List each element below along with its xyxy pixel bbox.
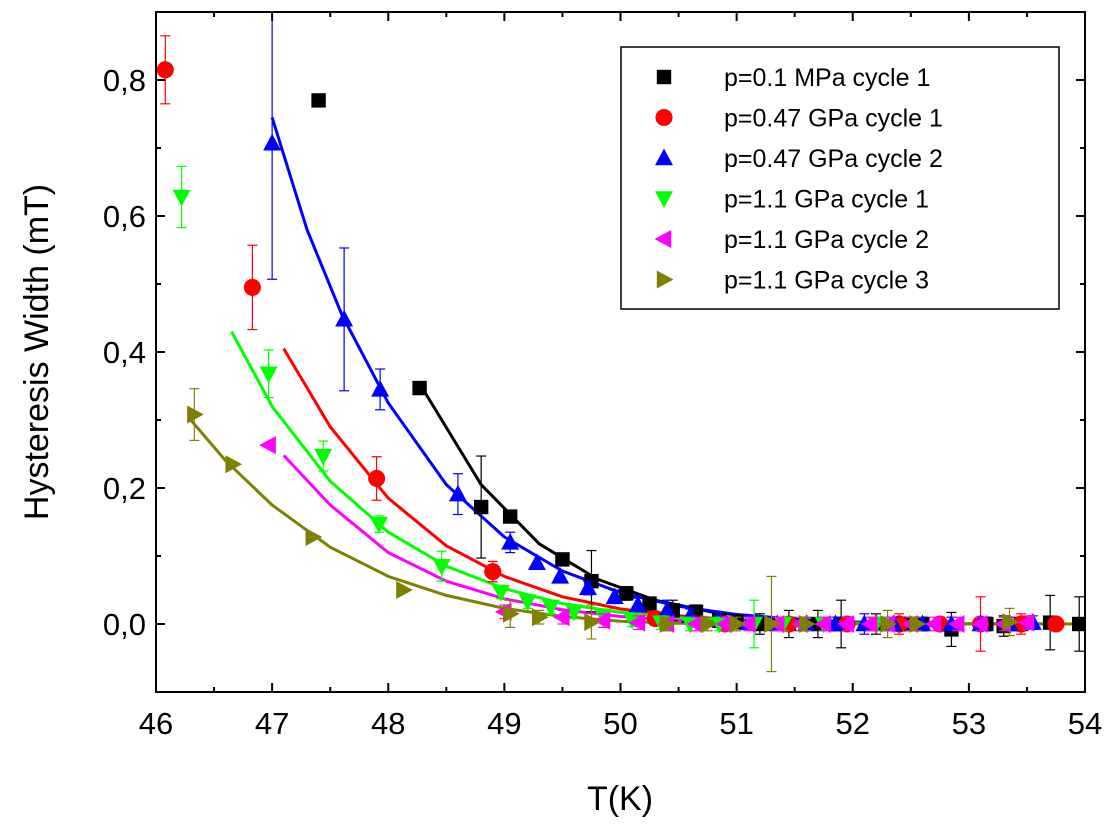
data-point xyxy=(593,611,611,630)
data-point xyxy=(473,499,489,515)
data-point xyxy=(412,380,427,396)
legend-marker xyxy=(655,191,673,208)
data-point xyxy=(628,613,646,632)
data-point xyxy=(1002,612,1019,631)
legend-marker xyxy=(656,270,674,289)
x-tick-label: 52 xyxy=(836,706,870,741)
data-point xyxy=(502,604,520,623)
data-point xyxy=(551,566,570,584)
y-axis-title: Hysteresis Width (mT) xyxy=(18,184,56,520)
data-point xyxy=(584,612,601,631)
series-4 xyxy=(230,330,1085,626)
data-point xyxy=(259,436,276,455)
data-point xyxy=(156,61,174,79)
legend-marker xyxy=(655,108,673,127)
data-point xyxy=(657,600,676,618)
data-point xyxy=(642,596,657,611)
data-point xyxy=(552,608,570,627)
y-tick-label: 0,4 xyxy=(103,335,146,370)
legend: p=0.1 MPa cycle 1 p=0.47 GPa cycle 1 p=0.4… xyxy=(620,46,1060,310)
data-point xyxy=(924,615,942,633)
legend-label: p=0.47 GPa cycle 1 xyxy=(724,105,943,133)
data-point xyxy=(628,595,647,613)
data-point xyxy=(527,553,546,570)
y-tick-label: 0,8 xyxy=(103,63,146,98)
legend-label: p=1.1 GPa cycle 2 xyxy=(724,226,929,254)
fit-curve xyxy=(421,388,1085,626)
fit-curve xyxy=(230,330,1085,626)
x-tick-label: 50 xyxy=(603,706,637,741)
x-tick-label: 48 xyxy=(371,706,405,741)
data-point xyxy=(263,133,282,151)
data-point xyxy=(259,366,278,384)
series-1 xyxy=(421,388,1085,626)
data-point xyxy=(578,578,597,596)
legend-marker xyxy=(655,148,673,166)
data-point xyxy=(715,615,733,633)
data-point xyxy=(368,469,386,488)
data-point xyxy=(502,509,518,524)
data-point xyxy=(605,587,624,604)
data-point xyxy=(729,615,747,633)
data-point xyxy=(700,615,718,633)
series-6-points xyxy=(187,388,1019,673)
data-point xyxy=(448,484,467,502)
data-point xyxy=(880,615,898,633)
data-point xyxy=(764,615,781,633)
data-point xyxy=(837,615,855,633)
x-tick-label: 47 xyxy=(255,706,289,741)
data-point xyxy=(799,615,816,633)
legend-label: p=1.1 GPa cycle 3 xyxy=(724,267,929,295)
x-tick-label: 46 xyxy=(139,706,173,741)
data-point xyxy=(659,615,677,633)
x-tick-label: 53 xyxy=(952,706,986,741)
data-point xyxy=(909,615,927,633)
data-point xyxy=(501,532,520,550)
plot-layer xyxy=(156,12,1085,673)
y-tick-label: 0,2 xyxy=(103,471,146,506)
data-point xyxy=(738,615,756,633)
data-point xyxy=(532,608,549,627)
data-point xyxy=(314,448,333,466)
data-point xyxy=(518,594,537,612)
data-point xyxy=(1017,613,1035,632)
x-tick-label: 51 xyxy=(719,706,753,741)
data-point xyxy=(225,455,243,474)
legend-marker xyxy=(654,230,672,248)
data-point xyxy=(971,615,988,633)
data-point xyxy=(814,615,831,633)
data-point xyxy=(396,581,413,599)
x-axis-title: T(K) xyxy=(587,780,653,818)
legend-label: p=0.1 MPa cycle 1 xyxy=(724,64,930,92)
data-point xyxy=(371,379,390,397)
y-tick-label: 0,6 xyxy=(103,199,146,234)
data-point xyxy=(187,405,204,424)
x-tick-label: 49 xyxy=(487,706,521,741)
data-point xyxy=(555,552,570,567)
plot-area xyxy=(156,12,1085,673)
legend-label: p=0.47 GPa cycle 2 xyxy=(724,145,943,173)
legend-box xyxy=(620,46,1060,310)
data-point xyxy=(1047,615,1065,633)
data-point xyxy=(947,615,965,633)
legend-label: p=1.1 GPa cycle 1 xyxy=(724,186,929,214)
data-point xyxy=(432,559,451,576)
data-point xyxy=(305,527,323,546)
x-tick-label: 54 xyxy=(1068,706,1102,741)
data-point xyxy=(335,309,354,327)
y-tick-label: 0,0 xyxy=(103,607,146,642)
data-point xyxy=(369,516,388,534)
data-point xyxy=(484,563,502,581)
data-point xyxy=(541,599,560,617)
data-point xyxy=(860,615,878,633)
axes-layer: 46 47 48 49 50 51 52 53 54 0,0 0,2 0,4 0,6 0,8 xyxy=(103,11,1102,741)
data-point xyxy=(311,93,326,108)
data-point xyxy=(686,615,704,633)
data-point xyxy=(243,278,261,296)
data-point xyxy=(619,586,634,601)
data-point xyxy=(491,584,510,602)
data-point xyxy=(172,189,191,207)
legend-marker xyxy=(656,69,672,85)
